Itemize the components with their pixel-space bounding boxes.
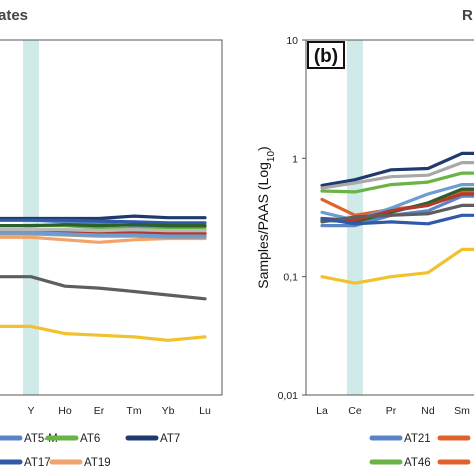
y-axis-label: Samples/PAAS (Log10) — [255, 146, 277, 288]
series-line-10 — [320, 247, 474, 285]
legend-label-AT19: AT19 — [84, 457, 111, 469]
x-tick-label-Ho: Ho — [58, 405, 72, 417]
series-line-4 — [320, 161, 474, 190]
plot-frame — [0, 39, 223, 396]
legend-label-AT21: AT21 — [404, 433, 431, 445]
y-tick-label: 1 — [292, 153, 298, 165]
series-line-3 — [320, 151, 474, 187]
panel-b-title: R — [462, 7, 473, 24]
plot-frame — [305, 39, 474, 396]
x-tick-label-Y: Y — [27, 405, 34, 417]
y-tick-label: 0,1 — [283, 272, 298, 284]
y-tick-label: 0,01 — [278, 390, 299, 402]
legend-label-AT17: AT17 — [24, 457, 51, 469]
series-line-7 — [320, 192, 474, 222]
y-tick-label: 10 — [286, 35, 298, 47]
legend-label-AT46: AT46 — [404, 457, 431, 469]
x-tick-label-Pr: Pr — [386, 405, 397, 417]
series-line-10 — [0, 231, 207, 238]
series-line-11 — [0, 275, 207, 301]
panel-badge-box — [307, 41, 345, 69]
x-tick-label-Tm: Tm — [126, 405, 141, 417]
series-line-9 — [320, 213, 474, 226]
x-tick-label-Er: Er — [94, 405, 105, 417]
legend-label-AT6: AT6 — [80, 433, 100, 445]
series-line-2 — [320, 171, 474, 194]
series-line-9 — [0, 228, 207, 233]
series-line-3 — [0, 218, 207, 225]
x-tick-label-La: La — [316, 405, 328, 417]
panel-a: ates Y Ho Er Tm Yb Lu — [0, 7, 223, 417]
x-tick-label-Sm: Sm — [454, 405, 470, 417]
series-line-2 — [0, 214, 207, 221]
x-tick-label-Yb: Yb — [162, 405, 175, 417]
panel-b: R 0,01 0,1 1 10 Samples/PAAS (Log10) (b) La Ce Pr… — [255, 7, 474, 417]
legend-label-AT7: AT7 — [160, 433, 180, 445]
series-line-8 — [320, 203, 474, 224]
series-line-5 — [0, 223, 207, 228]
series-line-12 — [0, 324, 207, 342]
x-tick-label-Nd: Nd — [421, 405, 435, 417]
x-tick-label-Lu: Lu — [199, 405, 211, 417]
panel-badge-label: (b) — [314, 46, 338, 67]
x-tick-label-Ce: Ce — [348, 405, 362, 417]
panel-a-title: ates — [0, 7, 28, 24]
